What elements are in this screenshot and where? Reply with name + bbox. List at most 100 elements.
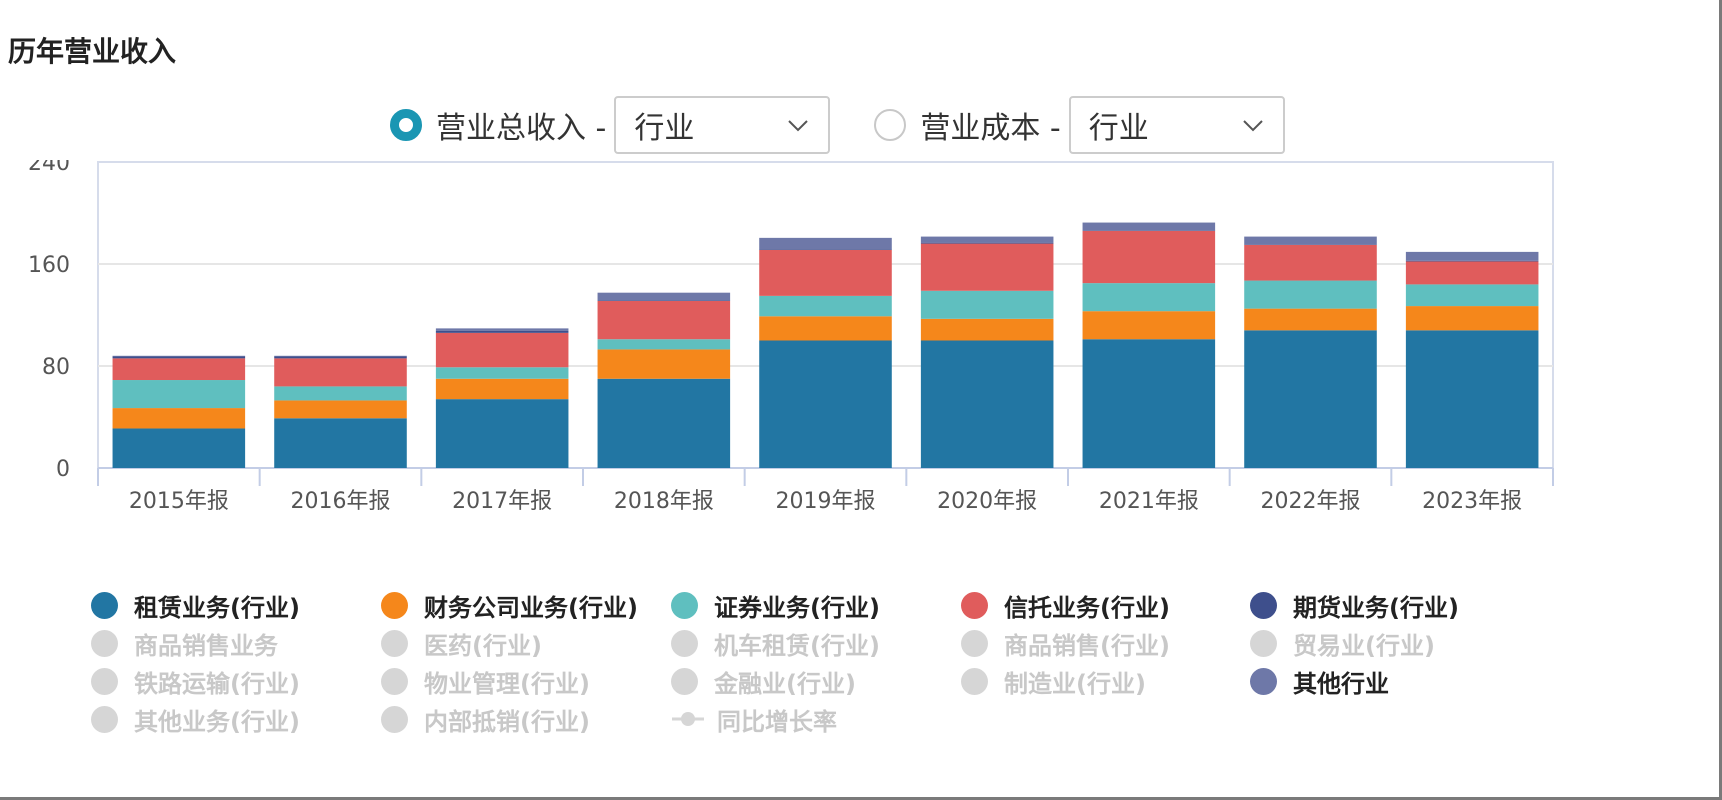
bar-segment: [435, 330, 569, 333]
x-tick-label: 2018年报: [614, 489, 714, 514]
bar-segment: [112, 355, 246, 357]
bar-segment: [597, 378, 731, 468]
bar-segment: [1244, 236, 1377, 245]
x-tick-label: 2021年报: [1099, 489, 1199, 514]
legend-item[interactable]: 同比增长率: [671, 699, 837, 739]
bar-segment: [435, 332, 569, 368]
legend-item[interactable]: 租赁业务(行业): [91, 585, 300, 625]
page-title: 历年营业收入: [8, 35, 177, 68]
legend-dot-icon: [671, 629, 698, 657]
legend-item[interactable]: 金融业(行业): [671, 661, 856, 701]
legend-label: 内部抵销(行业): [424, 707, 590, 736]
x-tick-label: 2022年报: [1261, 489, 1361, 514]
y-tick-label: 80: [42, 355, 70, 380]
legend-label: 医药(行业): [424, 631, 542, 660]
legend-dot-icon: [961, 591, 988, 619]
x-tick-label: 2019年报: [776, 489, 876, 514]
bar-segment: [112, 356, 246, 359]
bar-segment: [1082, 283, 1216, 312]
legend-item[interactable]: 期货业务(行业): [1250, 585, 1459, 625]
legend-item[interactable]: 制造业(行业): [961, 661, 1146, 701]
legend-item[interactable]: 商品销售(行业): [961, 623, 1170, 663]
bar-segment: [1405, 284, 1539, 307]
bar-segment: [1244, 244, 1377, 281]
bar-segment: [274, 418, 407, 468]
bar-segment: [759, 340, 892, 468]
legend-dot-icon: [91, 591, 118, 619]
bar-segment: [274, 400, 407, 419]
y-tick-label: 0: [56, 457, 70, 482]
legend-label: 商品销售业务: [134, 631, 278, 660]
legend-dot-icon: [381, 591, 408, 619]
legend-item[interactable]: 证券业务(行业): [671, 585, 880, 625]
legend-dot-icon: [381, 629, 408, 657]
legend-label: 财务公司业务(行业): [424, 593, 638, 622]
legend-label: 商品销售(行业): [1004, 631, 1170, 660]
bar-segment: [597, 300, 731, 340]
legend-item[interactable]: 内部抵销(行业): [381, 699, 590, 739]
legend-item[interactable]: 信托业务(行业): [961, 585, 1170, 625]
bar-segment: [1244, 244, 1377, 245]
x-tick-label: 2020年报: [937, 489, 1037, 514]
legend-item[interactable]: 物业管理(行业): [381, 661, 590, 701]
total-revenue-radio[interactable]: [390, 109, 422, 141]
bar-segment: [759, 295, 892, 317]
x-tick-label: 2023年报: [1422, 489, 1522, 514]
bar-segment: [759, 316, 892, 341]
bar-segment: [435, 378, 569, 400]
legend-label: 制造业(行业): [1004, 669, 1146, 698]
bar-segment: [112, 428, 246, 468]
legend-label: 证券业务(行业): [714, 593, 880, 622]
bar-segment: [597, 300, 731, 301]
legend-dot-icon: [381, 667, 408, 695]
bar-segment: [920, 340, 1054, 468]
bar-segment: [274, 386, 407, 401]
legend-dot-icon: [1250, 629, 1277, 657]
y-tick-label: 240: [28, 160, 70, 176]
chevron-down-icon: [1243, 120, 1263, 132]
legend-label: 物业管理(行业): [424, 669, 590, 698]
bar-segment: [1082, 339, 1216, 468]
bar-segment: [1244, 308, 1377, 331]
legend-item[interactable]: 其他业务(行业): [91, 699, 300, 739]
bar-segment: [112, 408, 246, 429]
bar-segment: [1082, 230, 1216, 284]
bar-segment: [597, 292, 731, 301]
bar-segment: [920, 290, 1054, 319]
x-tick-label: 2016年报: [291, 489, 391, 514]
bar-segment: [1405, 251, 1539, 261]
bar-segment: [1082, 222, 1216, 231]
legend-label: 信托业务(行业): [1004, 593, 1170, 622]
legend-item[interactable]: 其他行业: [1250, 661, 1389, 701]
operating-cost-select-value: 行业: [1088, 111, 1149, 146]
metric-controls: 营业总收入 - 行业 营业成本 - 行业: [390, 95, 1285, 155]
bar-segment: [1405, 330, 1539, 468]
bar-segment: [597, 339, 731, 350]
legend-item[interactable]: 贸易业(行业): [1250, 623, 1435, 663]
legend-label: 期货业务(行业): [1293, 593, 1459, 622]
legend-item[interactable]: 商品销售业务: [91, 623, 278, 663]
legend-dot-icon: [91, 629, 118, 657]
bar-segment: [1244, 330, 1377, 468]
legend-item[interactable]: 铁路运输(行业): [91, 661, 300, 701]
bar-segment: [1405, 306, 1539, 331]
bar-segment: [435, 367, 569, 379]
legend-item[interactable]: 财务公司业务(行业): [381, 585, 638, 625]
legend-dot-icon: [961, 667, 988, 695]
legend-item[interactable]: 机车租赁(行业): [671, 623, 880, 663]
legend-label: 机车租赁(行业): [714, 631, 880, 660]
legend-dot-icon: [381, 705, 408, 733]
operating-cost-select[interactable]: 行业: [1068, 96, 1285, 154]
bar-segment: [920, 242, 1054, 244]
legend-dot-icon: [91, 705, 118, 733]
bar-segment: [1082, 311, 1216, 340]
bar-segment: [435, 328, 569, 331]
bar-segment: [920, 236, 1054, 243]
bar-segment: [759, 249, 892, 250]
legend-dot-icon: [961, 629, 988, 657]
legend-label: 租赁业务(行业): [134, 593, 300, 622]
operating-cost-radio[interactable]: [874, 109, 907, 141]
line-marker-icon: [672, 712, 704, 726]
legend-item[interactable]: 医药(行业): [381, 623, 542, 663]
total-revenue-select[interactable]: 行业: [614, 96, 831, 154]
